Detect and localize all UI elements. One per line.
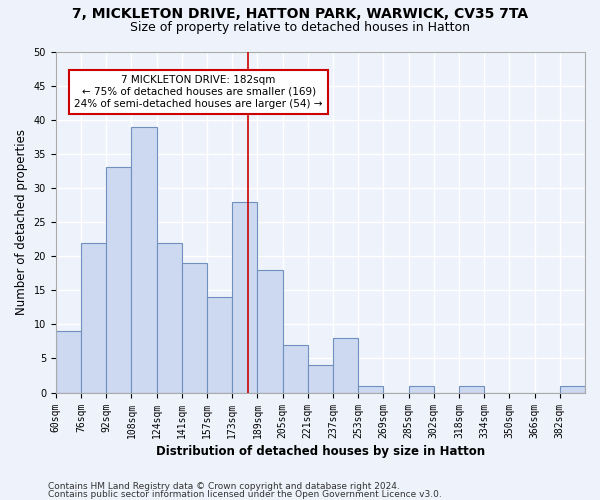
Bar [157,242,182,392]
Text: Contains HM Land Registry data © Crown copyright and database right 2024.: Contains HM Land Registry data © Crown c… [48,482,400,491]
X-axis label: Distribution of detached houses by size in Hatton: Distribution of detached houses by size … [156,444,485,458]
Bar [257,270,283,392]
Text: 7 MICKLETON DRIVE: 182sqm
← 75% of detached houses are smaller (169)
24% of semi: 7 MICKLETON DRIVE: 182sqm ← 75% of detac… [74,76,323,108]
Bar [106,168,131,392]
Bar [232,202,257,392]
Bar [308,366,333,392]
Bar [207,297,232,392]
Y-axis label: Number of detached properties: Number of detached properties [15,129,28,315]
Bar [182,263,207,392]
Text: 7, MICKLETON DRIVE, HATTON PARK, WARWICK, CV35 7TA: 7, MICKLETON DRIVE, HATTON PARK, WARWICK… [72,8,528,22]
Bar [81,242,106,392]
Bar [560,386,585,392]
Bar [358,386,383,392]
Bar [131,126,157,392]
Bar [459,386,484,392]
Bar [283,345,308,393]
Bar [56,331,81,392]
Text: Size of property relative to detached houses in Hatton: Size of property relative to detached ho… [130,21,470,34]
Bar [333,338,358,392]
Bar [409,386,434,392]
Text: Contains public sector information licensed under the Open Government Licence v3: Contains public sector information licen… [48,490,442,499]
